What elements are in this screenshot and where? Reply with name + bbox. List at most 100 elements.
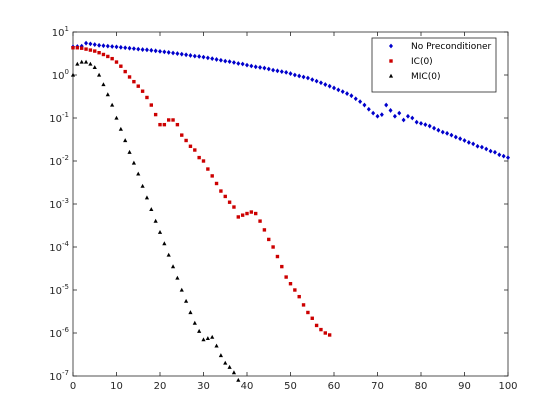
data-point (140, 183, 145, 188)
data-point (136, 171, 141, 176)
data-point (466, 140, 471, 145)
y-tick-exponent: 0 (65, 68, 69, 76)
data-point (188, 144, 193, 148)
data-point (245, 211, 249, 216)
data-point (162, 122, 167, 127)
data-point (84, 47, 88, 51)
y-tick-base: 10 (52, 28, 65, 39)
data-point (366, 106, 371, 112)
data-point (153, 48, 158, 54)
series-2 (70, 59, 241, 382)
data-point (144, 47, 149, 53)
data-point (123, 45, 128, 51)
x-tick-label: 90 (458, 381, 471, 392)
data-point (105, 92, 110, 97)
data-point (136, 84, 140, 88)
data-point (479, 144, 484, 150)
data-point (227, 59, 232, 64)
data-point (240, 213, 245, 217)
y-tick-exponent: -4 (62, 240, 70, 248)
data-point (210, 334, 215, 339)
data-point (170, 264, 176, 269)
y-tick-base: 10 (49, 157, 62, 168)
x-tick-label: 30 (197, 381, 210, 392)
data-point (158, 122, 162, 127)
data-point (245, 62, 249, 68)
data-point (453, 134, 458, 140)
data-point (136, 46, 141, 52)
data-point (118, 126, 123, 131)
data-point (119, 64, 123, 68)
data-point (205, 336, 210, 340)
data-point (214, 181, 219, 186)
data-point (271, 67, 276, 73)
data-point (292, 72, 297, 78)
y-tick-label: 10-4 (49, 240, 69, 254)
data-point (267, 237, 271, 242)
series-1 (71, 46, 332, 337)
data-point (240, 61, 245, 67)
data-point (75, 61, 80, 66)
legend-label: MIC(0) (411, 72, 440, 82)
y-tick-exponent: -7 (62, 369, 69, 377)
data-point (153, 112, 158, 117)
data-point (445, 130, 450, 136)
data-point (70, 72, 76, 77)
data-point (88, 41, 93, 47)
data-point (423, 122, 428, 128)
y-tick-label: 10-2 (49, 154, 69, 168)
data-point (310, 316, 314, 320)
data-point (110, 102, 115, 107)
data-point (284, 69, 289, 75)
data-point (280, 264, 284, 269)
data-point (419, 120, 423, 126)
data-point (149, 207, 154, 211)
data-point (475, 143, 480, 149)
data-point (114, 60, 119, 64)
data-point (127, 149, 132, 154)
data-point (223, 58, 228, 64)
data-point (192, 53, 197, 59)
data-point (275, 68, 280, 74)
data-point (88, 61, 93, 66)
data-marks (70, 40, 510, 382)
data-point (231, 60, 236, 65)
data-point (484, 146, 489, 152)
data-point (197, 54, 202, 59)
data-point (201, 54, 206, 60)
x-tick-label: 10 (110, 381, 123, 392)
data-point (353, 96, 358, 102)
data-point (253, 64, 258, 70)
data-point (314, 323, 319, 328)
data-point (84, 40, 89, 46)
data-point (131, 160, 136, 165)
data-point (175, 51, 180, 56)
data-point (123, 138, 128, 143)
data-point (201, 159, 206, 163)
data-point (110, 56, 114, 61)
y-tick-exponent: -6 (62, 326, 70, 334)
data-point (375, 113, 380, 119)
data-point (188, 53, 193, 58)
data-point (392, 113, 397, 119)
data-point (92, 42, 97, 47)
y-tick-label: 10-3 (49, 197, 69, 211)
x-tick-label: 0 (70, 381, 76, 392)
data-point (188, 310, 193, 315)
data-point (362, 102, 367, 108)
data-point (197, 155, 201, 160)
data-point (144, 195, 150, 200)
y-tick-base: 10 (49, 329, 62, 340)
data-point (501, 153, 506, 159)
data-point (427, 123, 432, 129)
data-point (162, 241, 167, 246)
data-point (153, 218, 158, 223)
data-point (167, 118, 171, 122)
data-point (305, 75, 310, 81)
legend-marker (389, 43, 393, 49)
data-point (471, 141, 476, 147)
data-point (166, 50, 171, 55)
x-tick-label: 100 (498, 381, 517, 392)
data-point (106, 54, 110, 59)
data-point (262, 65, 267, 71)
